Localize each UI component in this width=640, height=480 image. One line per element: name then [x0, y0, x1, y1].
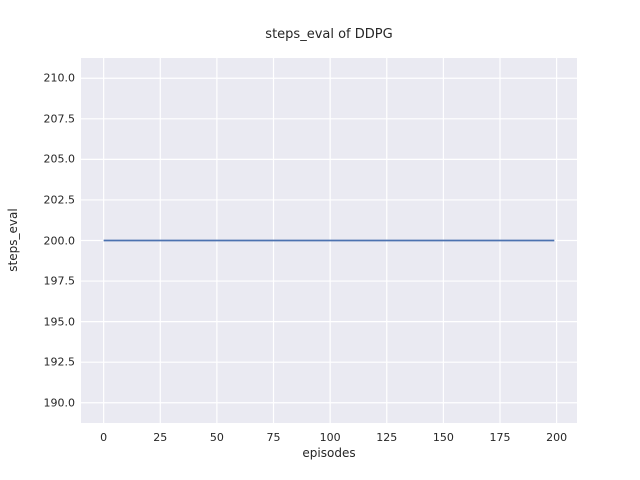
- y-tick-label: 210.0: [43, 71, 76, 85]
- x-tick-label: 175: [489, 431, 511, 444]
- y-tick-label: 207.5: [43, 112, 76, 126]
- x-tick-label: 75: [266, 431, 281, 444]
- x-tick-label: 125: [376, 431, 398, 444]
- x-tick-label: 25: [153, 431, 168, 444]
- x-tick-label: 200: [546, 431, 568, 444]
- chart-title: steps_eval of DDPG: [265, 27, 393, 42]
- y-tick-label: 192.5: [43, 355, 76, 369]
- y-tick-label: 205.0: [43, 152, 76, 166]
- x-axis-label: episodes: [302, 446, 356, 460]
- x-tick-label: 0: [100, 431, 108, 444]
- y-tick-label: 197.5: [43, 274, 76, 288]
- y-tick-label: 200.0: [43, 234, 76, 247]
- y-tick-label: 190.0: [43, 396, 76, 410]
- x-tick-label: 50: [209, 431, 224, 444]
- x-tick-label: 100: [319, 431, 341, 444]
- x-tick-label: 150: [432, 431, 454, 444]
- y-tick-label: 202.5: [43, 193, 76, 207]
- y-tick-label: 195.0: [43, 315, 76, 329]
